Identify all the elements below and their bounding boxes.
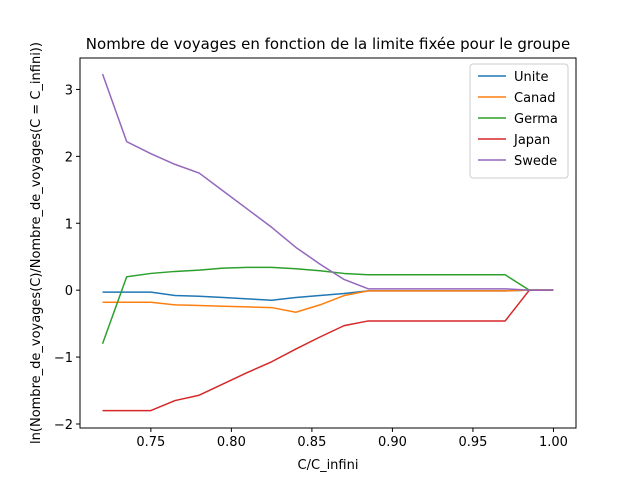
- y-tick-label: 2: [65, 150, 73, 165]
- legend-label: Germa: [514, 112, 558, 127]
- x-tick-label: 0.85: [297, 435, 326, 450]
- y-axis-ticks: −2 −1 0 1 2 3: [54, 83, 80, 433]
- x-tick-label: 0.80: [217, 435, 246, 450]
- plot-area-frame: [79, 57, 577, 429]
- legend-label: Unite: [514, 70, 548, 85]
- legend-box: [469, 63, 569, 179]
- series-line-swede: [101, 73, 554, 291]
- x-tick-label: 0.95: [458, 435, 487, 450]
- y-tick-label: 0: [65, 284, 73, 299]
- y-tick-label: 1: [65, 217, 73, 232]
- series-line-japan: [102, 289, 554, 412]
- series-lines: [101, 73, 554, 412]
- y-tick-label: −2: [54, 418, 73, 433]
- legend: Unite Canad Germa Japan Swede: [469, 63, 569, 179]
- y-tick-label: 3: [65, 83, 73, 98]
- legend-label: Canad: [514, 91, 556, 106]
- y-axis-label: ln(Nombre_de_voyages(C)/Nombre_de_voyage…: [29, 42, 44, 444]
- chart-title: Nombre de voyages en fonction de la limi…: [86, 35, 570, 53]
- series-line-canad: [102, 289, 554, 313]
- x-axis-label: C/C_infini: [298, 458, 359, 473]
- series-line-unite: [102, 289, 554, 301]
- x-tick-label: 0.90: [378, 435, 407, 450]
- x-tick-label: 0.75: [136, 435, 165, 450]
- y-tick-label: −1: [54, 351, 73, 366]
- x-axis-ticks: 0.75 0.80 0.85 0.90 0.95 1.00: [136, 428, 568, 450]
- x-tick-label: 1.00: [539, 435, 568, 450]
- series-line-germa: [101, 266, 554, 344]
- legend-label: Swede: [514, 154, 557, 169]
- legend-label: Japan: [513, 133, 550, 148]
